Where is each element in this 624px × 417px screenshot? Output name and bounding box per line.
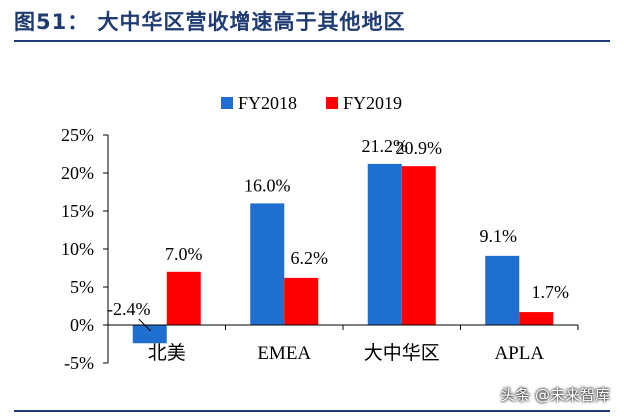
data-label-fy2018-4: 9.1% (480, 226, 518, 246)
data-labels: -2.4% 16.0% 21.2% 9.1% 7.0% 6.2% 20.9% 1.7% (107, 136, 570, 332)
data-label-fy2018-1: -2.4% (107, 299, 151, 319)
bars (132, 163, 554, 344)
bar-fy2018-2 (250, 203, 285, 325)
y-tick-label: 25% (61, 125, 94, 145)
data-label-fy2019-2: 6.2% (291, 248, 329, 268)
bar-fy2018-4 (485, 255, 520, 325)
x-tick-label: 北美 (148, 342, 186, 364)
figure-title: 图51： 大中华区营收增速高于其他地区 (14, 10, 406, 34)
data-label-fy2019-3: 20.9% (396, 138, 443, 158)
y-tick-label: 20% (61, 163, 94, 183)
bar-fy2019-2 (284, 277, 319, 325)
bar-fy2019-4 (519, 312, 554, 325)
y-tick-label: 5% (70, 277, 94, 297)
watermark: 头条 @未来智库 (500, 386, 610, 404)
bar-fy2018-3 (367, 163, 402, 325)
bottom-rule (14, 410, 610, 412)
legend-label-fy2018: FY2018 (238, 93, 297, 113)
legend-swatch-fy2019 (326, 97, 338, 109)
bar-fy2018-1 (132, 325, 167, 344)
y-tick-label: 0% (70, 315, 94, 335)
x-tick-label: 大中华区 (364, 342, 440, 364)
legend: FY2018 FY2019 (221, 93, 402, 113)
x-tick-label: APLA (494, 343, 544, 364)
data-label-fy2018-3: 21.2% (362, 136, 409, 156)
data-label-fy2019-4: 1.7% (532, 282, 570, 302)
y-tick-label: 10% (61, 239, 94, 259)
y-tick-label: 15% (61, 201, 94, 221)
data-label-fy2018-2: 16.0% (244, 175, 291, 195)
x-tick-label: EMEA (257, 343, 311, 364)
data-label-fy2019-1: 7.0% (165, 244, 203, 264)
legend-swatch-fy2018 (221, 97, 233, 109)
title-rule (14, 40, 610, 42)
y-axis: -5% 0% 5% 10% 15% 20% 25% (61, 125, 109, 373)
bar-fy2019-1 (166, 271, 201, 325)
legend-label-fy2019: FY2019 (343, 93, 402, 113)
x-axis: 北美 EMEA 大中华区 APLA (107, 324, 579, 364)
bar-fy2019-3 (401, 166, 436, 325)
y-tick-label: -5% (64, 353, 94, 373)
